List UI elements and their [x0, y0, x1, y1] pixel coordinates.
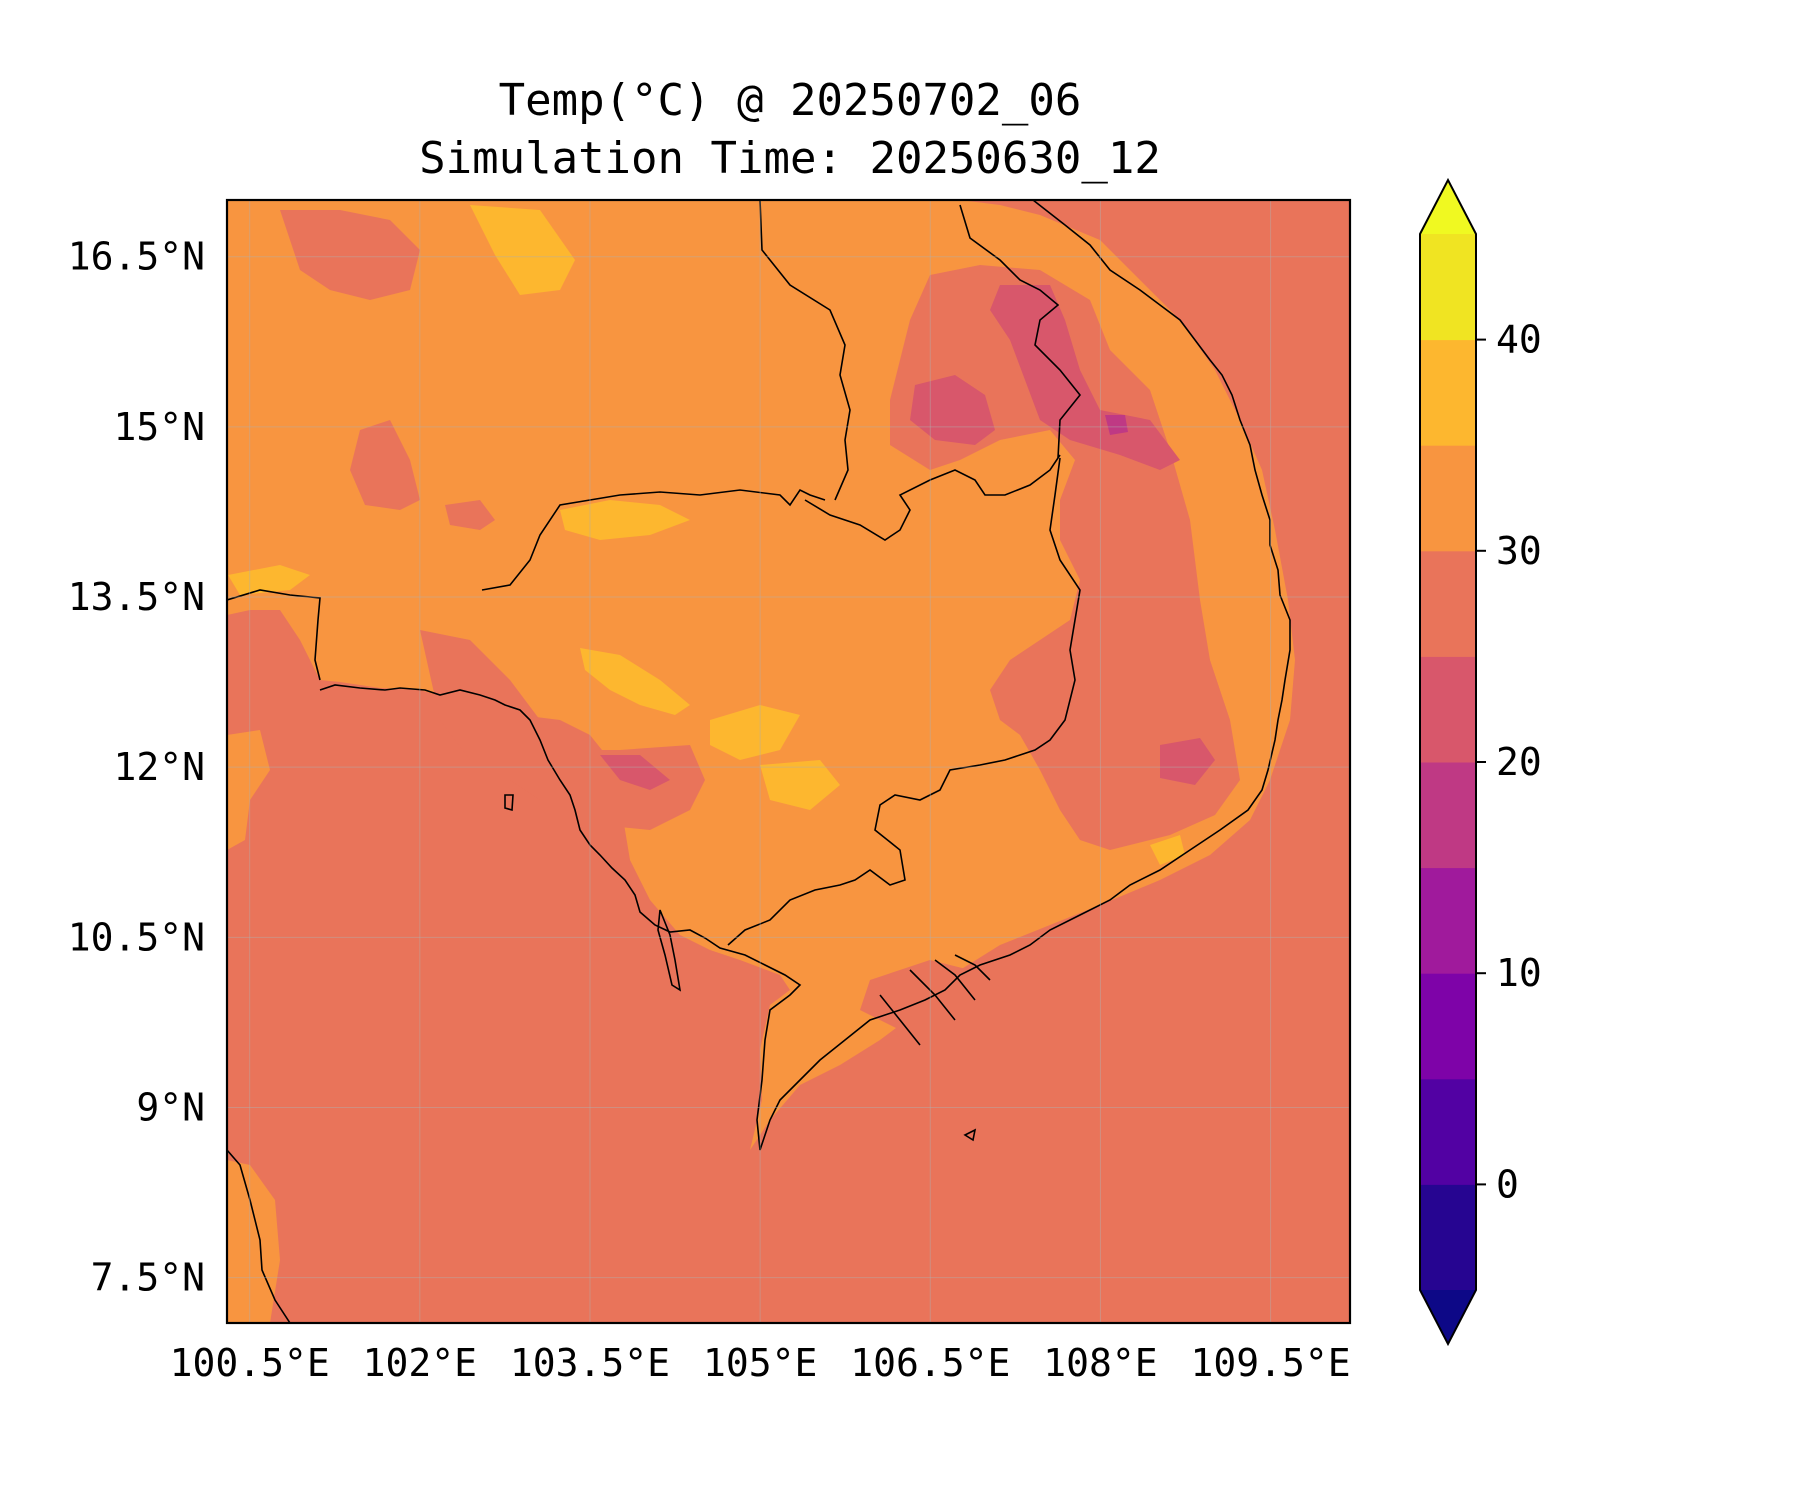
border-thailand-myanmar	[227, 589, 321, 681]
coastline-malay	[227, 1149, 291, 1323]
map-frame	[225, 198, 1352, 1325]
map-panel	[225, 198, 1352, 1325]
band-20-25-highland	[1160, 738, 1215, 785]
border-thailand-cambodia	[481, 488, 826, 591]
lat-tick-label: 10.5°N	[68, 915, 205, 959]
temperature-fill	[227, 200, 1295, 1323]
colorbar-band	[1420, 1078, 1476, 1185]
band-20-25-peak	[1105, 415, 1128, 435]
lon-tick-label: 102°E	[363, 1341, 477, 1385]
mekong-mouth-d	[954, 954, 991, 981]
band-30-35	[227, 200, 1295, 1150]
island-koh-kong	[504, 794, 514, 812]
colorbar-over-triangle	[1420, 180, 1476, 234]
island-phu-quoc	[657, 909, 682, 992]
colorbar-band	[1420, 656, 1476, 763]
lon-tick-label: 106.5°E	[850, 1341, 1010, 1385]
lat-tick-label: 9°N	[136, 1085, 205, 1129]
colorbar: 0 10 20 30 40	[1419, 177, 1542, 1347]
band-30-35-west-strip	[227, 730, 270, 850]
lat-tick-label: 15°N	[113, 405, 205, 449]
colorbar-tick-label: 20	[1496, 740, 1542, 784]
colorbar-band	[1420, 550, 1476, 657]
lat-tick-label: 13.5°N	[68, 575, 205, 619]
coastline-indochina	[319, 200, 1291, 1151]
colorbar-tick-label: 40	[1496, 318, 1542, 362]
colorbar-band	[1420, 867, 1476, 974]
colorbar-band	[1420, 1184, 1476, 1291]
lon-tick-label: 109.5°E	[1191, 1341, 1351, 1385]
mekong-mouth-c	[934, 959, 976, 1001]
border-cambodia-laos	[804, 454, 1061, 541]
colorbar-band	[1420, 762, 1476, 869]
band-35-40-cambodia-a	[580, 648, 690, 715]
band-20-25-plateau	[910, 375, 995, 445]
lon-tick-label: 100.5°E	[170, 1341, 330, 1385]
lat-tick-label: 16.5°N	[68, 235, 205, 279]
band-35-40-north-b	[470, 205, 575, 295]
colorbar-tick-label: 30	[1496, 529, 1542, 573]
lon-tick-label: 108°E	[1043, 1341, 1157, 1385]
mekong-mouth-b	[909, 969, 956, 1021]
colorbar-tick-label: 10	[1496, 951, 1542, 995]
band-20-25-cardamom	[600, 755, 670, 790]
band-35-40-cambodia-b	[710, 705, 800, 760]
band-25-30-north-patch-c	[445, 500, 495, 530]
border-laos-vietnam	[959, 204, 1082, 459]
colorbar-under-triangle	[1420, 1290, 1476, 1344]
border-thailand-laos	[759, 200, 851, 501]
band-35-40-coast	[1150, 835, 1185, 865]
colorbar-band	[1420, 234, 1476, 341]
gridlines	[227, 200, 1350, 1323]
border-cambodia-vietnam	[727, 457, 1081, 946]
longitude-tick-labels: 100.5°E 102°E 103.5°E 105°E 106.5°E 108°E 109.…	[170, 1341, 1351, 1385]
chart-title-line2: Simulation Time: 20250630_12	[419, 133, 1161, 184]
lat-tick-label: 12°N	[113, 745, 205, 789]
colorbar-outline	[1419, 177, 1477, 1347]
latitude-tick-labels: 16.5°N 15°N 13.5°N 12°N 10.5°N 9°N 7.5°N	[68, 235, 205, 1300]
island-con-son	[963, 1128, 977, 1142]
chart-title-line1: Temp(°C) @ 20250702_06	[498, 75, 1082, 126]
mekong-mouth-a	[879, 994, 921, 1046]
band-35-40-cambodia-c	[760, 760, 840, 810]
colorbar-band	[1420, 339, 1476, 446]
band-25-30-north-patch-b	[350, 420, 420, 510]
lon-tick-label: 103.5°E	[510, 1341, 670, 1385]
band-25-30-north-patch-a	[280, 210, 420, 300]
lon-tick-label: 105°E	[703, 1341, 817, 1385]
colorbar-tick-label: 0	[1496, 1162, 1519, 1206]
band-35-40-north-a	[560, 500, 690, 540]
colorbar-band	[1420, 973, 1476, 1080]
band-35-40-west	[228, 565, 310, 595]
coastlines-borders	[227, 200, 1291, 1323]
lat-tick-label: 7.5°N	[91, 1256, 205, 1300]
colorbar-band	[1420, 445, 1476, 552]
